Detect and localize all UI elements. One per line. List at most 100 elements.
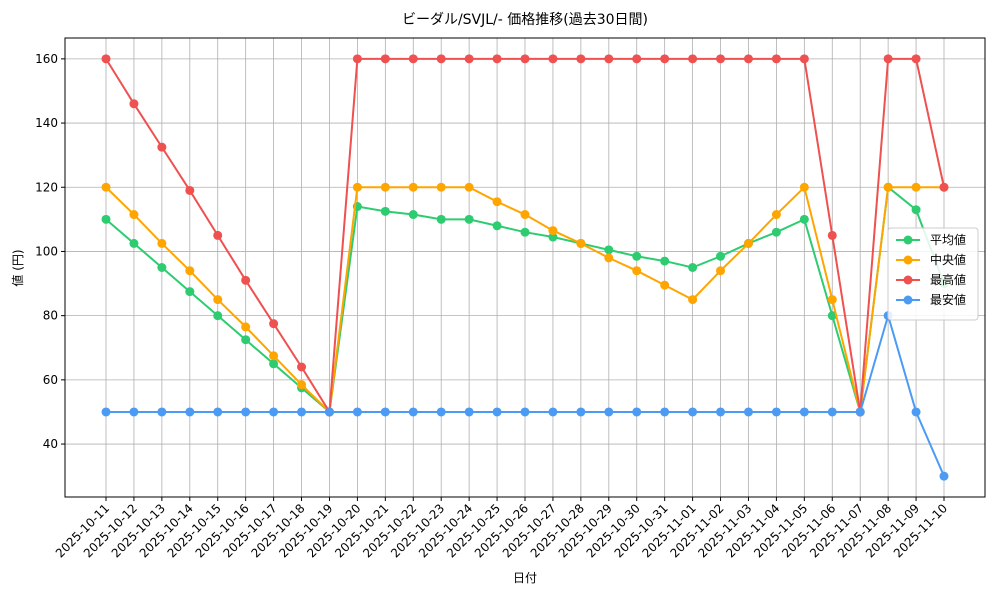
data-point	[939, 471, 949, 481]
data-point	[129, 238, 139, 248]
data-point	[716, 54, 726, 64]
data-point	[380, 54, 390, 64]
data-point	[688, 295, 698, 305]
data-point	[241, 335, 251, 345]
legend-marker	[903, 235, 913, 245]
data-point	[771, 227, 781, 237]
data-point	[101, 214, 111, 224]
data-point	[632, 251, 642, 261]
legend-marker	[903, 255, 913, 265]
data-point	[213, 230, 223, 240]
data-point	[716, 251, 726, 261]
data-point	[716, 266, 726, 276]
data-point	[827, 230, 837, 240]
data-point	[771, 210, 781, 220]
data-point	[101, 54, 111, 64]
y-tick-label: 120	[35, 180, 58, 194]
data-point	[688, 263, 698, 272]
data-point	[380, 407, 390, 417]
data-point	[352, 54, 362, 64]
data-point	[464, 407, 474, 417]
data-point	[101, 182, 111, 192]
data-point	[408, 54, 418, 64]
data-point	[660, 54, 670, 64]
data-point	[660, 256, 670, 266]
data-point	[799, 54, 809, 64]
data-point	[492, 197, 502, 207]
data-point	[520, 227, 530, 237]
data-point	[548, 232, 558, 242]
legend-label: 最高値	[930, 272, 966, 287]
data-point	[632, 407, 642, 417]
data-point	[911, 205, 921, 215]
data-point	[576, 54, 586, 64]
data-point	[464, 54, 474, 64]
data-point	[660, 407, 670, 417]
data-point	[492, 54, 502, 64]
data-point	[269, 351, 279, 361]
data-point	[464, 214, 474, 224]
data-point	[213, 311, 223, 321]
data-point	[185, 407, 195, 417]
data-point	[799, 182, 809, 192]
data-point	[743, 238, 753, 248]
legend-marker	[903, 275, 913, 285]
data-point	[464, 182, 474, 192]
data-point	[492, 407, 502, 417]
data-point	[436, 214, 446, 224]
data-point	[632, 54, 642, 64]
data-point	[743, 407, 753, 417]
data-point	[660, 280, 670, 290]
data-point	[827, 407, 837, 417]
data-point	[771, 407, 781, 417]
data-point	[548, 226, 558, 236]
data-point	[883, 182, 893, 192]
data-point	[520, 210, 530, 220]
data-point	[213, 295, 223, 305]
data-point	[911, 407, 921, 417]
data-point	[408, 182, 418, 192]
data-point	[855, 407, 865, 417]
data-point	[408, 210, 418, 220]
data-point	[185, 266, 195, 276]
y-tick-label: 160	[35, 52, 58, 66]
data-point	[492, 221, 502, 231]
data-point	[799, 214, 809, 224]
data-point	[799, 407, 809, 417]
legend-marker	[903, 295, 913, 305]
data-point	[352, 182, 362, 192]
data-point	[408, 407, 418, 417]
legend-label: 平均値	[930, 232, 966, 247]
data-point	[743, 54, 753, 64]
data-point	[324, 407, 334, 417]
data-point	[129, 407, 139, 417]
data-point	[269, 407, 279, 417]
y-axis-label: 値 (円)	[10, 249, 25, 286]
data-point	[688, 407, 698, 417]
data-point	[827, 295, 837, 305]
data-point	[129, 210, 139, 220]
data-point	[939, 182, 949, 192]
data-point	[548, 54, 558, 64]
data-point	[576, 407, 586, 417]
y-tick-label: 140	[35, 116, 58, 130]
data-point	[241, 407, 251, 417]
data-point	[157, 238, 167, 248]
legend-label: 中央値	[930, 252, 966, 267]
y-tick-label: 100	[35, 244, 58, 258]
data-point	[604, 54, 614, 64]
data-point	[911, 54, 921, 64]
data-point	[827, 311, 837, 321]
legend-label: 最安値	[930, 292, 966, 307]
plot-frame	[64, 37, 986, 498]
data-point	[520, 54, 530, 64]
data-point	[604, 245, 614, 255]
data-point	[129, 99, 139, 109]
data-point	[771, 54, 781, 64]
data-point	[157, 407, 167, 417]
data-point	[185, 287, 195, 297]
data-point	[380, 206, 390, 216]
data-point	[352, 407, 362, 417]
